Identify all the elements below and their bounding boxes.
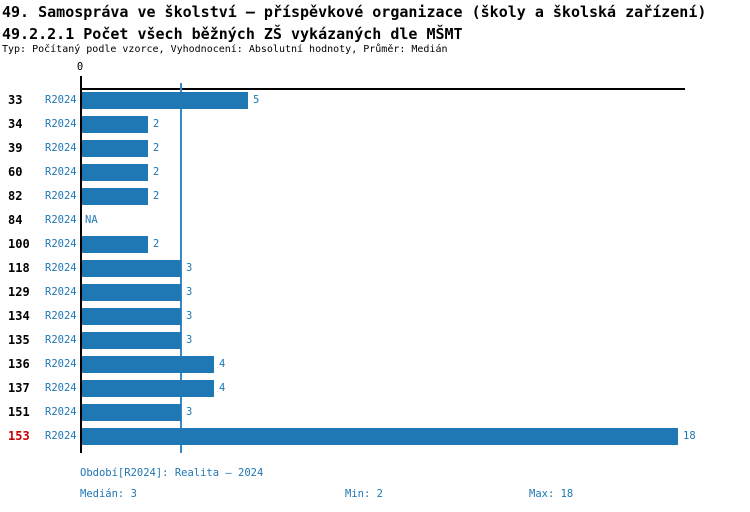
row-series-label: R2024: [45, 262, 77, 274]
bar: [82, 140, 148, 157]
chart-meta-info: Typ: Počítaný podle vzorce, Vyhodnocení:…: [2, 44, 448, 55]
row-series-label: R2024: [45, 190, 77, 202]
row-category-label: 135: [8, 333, 30, 347]
bar-value-label: 2: [153, 142, 160, 154]
period-label: Období[R2024]: Realita – 2024: [80, 467, 264, 479]
chart-subtitle: 49.2.2.1 Počet všech běžných ZŠ vykázaný…: [2, 25, 463, 43]
row-series-label: R2024: [45, 166, 77, 178]
row-series-label: R2024: [45, 238, 77, 250]
row-category-label: 151: [8, 405, 30, 419]
bar: [82, 260, 181, 277]
row-category-label: 153: [8, 429, 30, 443]
median-stat: Medián: 3: [80, 488, 137, 500]
bar: [82, 356, 214, 373]
bar: [82, 308, 181, 325]
bar-value-label: 2: [153, 166, 160, 178]
row-series-label: R2024: [45, 382, 77, 394]
row-series-label: R2024: [45, 118, 77, 130]
row-category-label: 60: [8, 165, 23, 179]
row-category-label: 84: [8, 213, 23, 227]
row-series-label: R2024: [45, 286, 77, 298]
min-stat: Min: 2: [345, 488, 383, 500]
bar: [82, 404, 181, 421]
bar-value-label: 18: [683, 430, 696, 442]
bar: [82, 164, 148, 181]
row-series-label: R2024: [45, 430, 77, 442]
x-axis-top-line: [80, 88, 685, 90]
bar: [82, 380, 214, 397]
row-series-label: R2024: [45, 94, 77, 106]
bar-value-label: 3: [186, 406, 193, 418]
max-stat: Max: 18: [529, 488, 574, 500]
row-category-label: 129: [8, 285, 30, 299]
bar-value-label: NA: [85, 214, 98, 226]
bar-value-label: 4: [219, 382, 226, 394]
bar: [82, 284, 181, 301]
row-series-label: R2024: [45, 310, 77, 322]
row-category-label: 39: [8, 141, 23, 155]
row-category-label: 33: [8, 93, 23, 107]
row-category-label: 118: [8, 261, 30, 275]
bar-value-label: 5: [253, 94, 260, 106]
row-series-label: R2024: [45, 406, 77, 418]
bar: [82, 116, 148, 133]
row-series-label: R2024: [45, 358, 77, 370]
bar-value-label: 3: [186, 310, 193, 322]
row-category-label: 34: [8, 117, 23, 131]
row-category-label: 134: [8, 309, 30, 323]
row-series-label: R2024: [45, 142, 77, 154]
row-series-label: R2024: [45, 334, 77, 346]
bar: [82, 332, 181, 349]
bar-value-label: 3: [186, 286, 193, 298]
row-category-label: 137: [8, 381, 30, 395]
y-axis-line: [80, 76, 82, 453]
bar-value-label: 2: [153, 238, 160, 250]
bar: [82, 188, 148, 205]
row-category-label: 100: [8, 237, 30, 251]
bar: [82, 92, 248, 109]
bar: [82, 428, 678, 445]
bar-value-label: 2: [153, 118, 160, 130]
row-category-label: 136: [8, 357, 30, 371]
page-title: 49. Samospráva ve školství – příspěvkové…: [2, 3, 707, 21]
bar: [82, 236, 148, 253]
x-axis-tick-label: 0: [76, 61, 84, 73]
row-category-label: 82: [8, 189, 23, 203]
bar-value-label: 4: [219, 358, 226, 370]
bar-value-label: 3: [186, 262, 193, 274]
bar-value-label: 2: [153, 190, 160, 202]
median-line: [180, 83, 182, 453]
row-series-label: R2024: [45, 214, 77, 226]
bar-value-label: 3: [186, 334, 193, 346]
